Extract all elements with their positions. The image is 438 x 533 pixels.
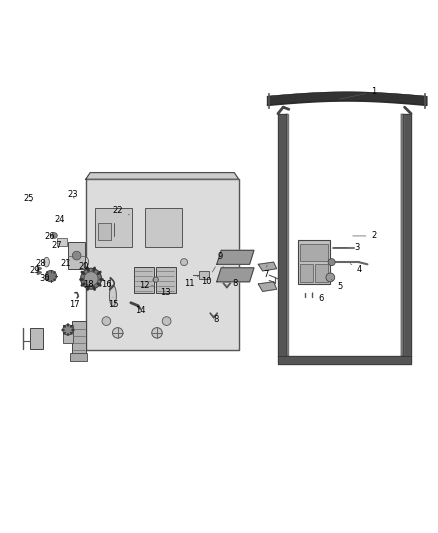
Ellipse shape: [44, 257, 49, 267]
Circle shape: [152, 328, 162, 338]
Text: 7: 7: [263, 265, 268, 279]
Polygon shape: [258, 262, 277, 271]
Text: 4: 4: [350, 264, 362, 274]
Bar: [145, 207, 182, 247]
Text: 21: 21: [60, 259, 71, 268]
Text: 17: 17: [69, 300, 79, 309]
Ellipse shape: [83, 257, 88, 267]
Bar: [98, 223, 111, 240]
Text: 10: 10: [201, 266, 215, 286]
Bar: [156, 266, 176, 293]
Bar: [300, 264, 313, 282]
Circle shape: [63, 325, 73, 335]
Bar: [315, 264, 328, 282]
Polygon shape: [217, 251, 254, 264]
Text: 16: 16: [102, 280, 112, 289]
Bar: [68, 243, 85, 269]
Circle shape: [162, 317, 171, 326]
Bar: [30, 328, 43, 350]
Text: 9: 9: [217, 252, 223, 268]
Bar: [95, 207, 132, 247]
Circle shape: [84, 272, 98, 286]
Polygon shape: [278, 356, 411, 364]
Polygon shape: [86, 173, 239, 179]
Bar: [199, 271, 209, 279]
Circle shape: [180, 259, 187, 265]
Bar: [72, 321, 86, 354]
Text: 3: 3: [334, 243, 359, 252]
Polygon shape: [403, 114, 411, 356]
Text: 13: 13: [152, 285, 171, 297]
Polygon shape: [86, 179, 239, 350]
Text: 12: 12: [140, 280, 154, 290]
Text: 22: 22: [113, 206, 130, 215]
Text: 27: 27: [51, 241, 62, 250]
Text: 30: 30: [39, 274, 49, 283]
Polygon shape: [401, 114, 403, 356]
Circle shape: [102, 317, 111, 326]
Ellipse shape: [110, 285, 117, 306]
Text: 6: 6: [312, 293, 323, 303]
Circle shape: [328, 259, 335, 265]
Text: 1: 1: [339, 87, 377, 99]
Text: 25: 25: [23, 195, 33, 203]
Text: 8: 8: [227, 279, 238, 288]
Text: 5: 5: [331, 279, 343, 290]
Text: 18: 18: [83, 280, 93, 289]
Circle shape: [45, 270, 57, 282]
Bar: [57, 238, 67, 246]
Circle shape: [81, 268, 102, 289]
Bar: [134, 266, 153, 293]
Bar: [300, 244, 328, 261]
Circle shape: [326, 273, 335, 282]
Text: 15: 15: [108, 297, 118, 309]
Circle shape: [153, 277, 158, 282]
Text: 14: 14: [135, 306, 146, 315]
Text: 26: 26: [45, 232, 55, 241]
Text: 23: 23: [67, 190, 78, 199]
Circle shape: [113, 328, 123, 338]
Bar: [70, 352, 87, 361]
Text: 20: 20: [78, 262, 89, 271]
Bar: [297, 240, 330, 284]
Text: 11: 11: [184, 275, 199, 288]
Text: 28: 28: [35, 259, 46, 268]
Text: 24: 24: [54, 215, 65, 224]
Text: 2: 2: [353, 231, 377, 240]
Text: 8: 8: [213, 315, 219, 324]
Polygon shape: [258, 282, 277, 292]
Polygon shape: [278, 114, 286, 356]
Polygon shape: [217, 268, 254, 282]
Text: 29: 29: [29, 266, 40, 276]
Bar: [63, 326, 73, 343]
Circle shape: [72, 251, 81, 260]
Polygon shape: [286, 114, 288, 356]
